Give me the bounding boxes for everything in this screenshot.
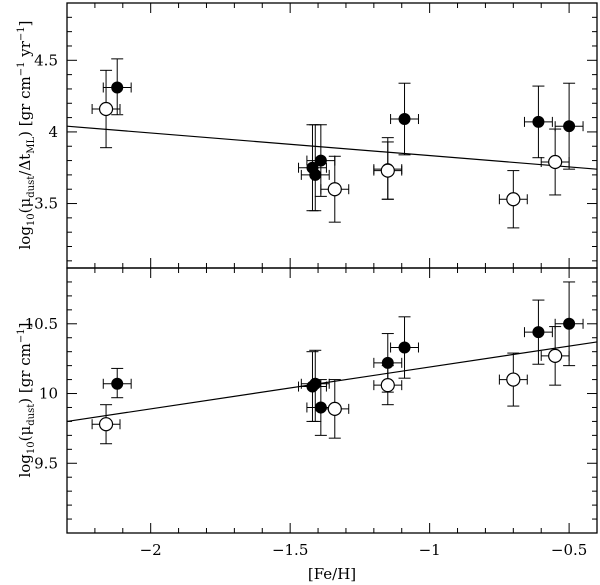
top-open-point [498,170,528,229]
top-y-tick-label: 3.5 [34,195,58,213]
top-filled-point [298,124,327,212]
bottom-fit-line [66,341,598,423]
bottom-panel-frame [66,267,598,534]
bottom-open-point [320,379,350,439]
open-marker [98,417,114,432]
filled-marker [398,341,411,354]
top-y-tick-label: 4.5 [34,51,58,69]
bottom-open-point [498,352,528,407]
bottom-y-tick-label: 10 [39,385,58,403]
bottom-panel: 9.5 10 10.5 −2 −1.5 −1 −0.5 log10(μdust) [gr c… [16,267,598,583]
bottom-y-tick-label: 9.5 [34,454,58,472]
filled-marker [111,81,124,94]
top-y-axis-label: log10(μdust/ΔtML) [gr cm−1 yr−1] [16,20,37,249]
bottom-open-point [91,404,121,445]
filled-marker [111,377,124,390]
top-filled-point [102,58,132,116]
bottom-filled-point [390,316,419,379]
open-marker [548,154,563,170]
open-marker [98,101,114,117]
x-tick-label: −0.5 [551,541,587,559]
filled-marker [532,326,545,339]
open-marker [327,401,342,416]
open-marker [327,182,342,197]
top-y-tick-label: 4 [48,123,58,141]
x-tick-label: −1 [419,541,441,559]
top-open-point [320,155,350,223]
bottom-filled-point [554,281,584,367]
bottom-y-tick-label: 10.5 [25,315,58,333]
x-axis-label: [Fe/H] [308,565,356,583]
top-open-point [373,141,403,200]
top-open-point [540,128,570,196]
filled-marker [398,113,411,126]
filled-marker [563,317,576,330]
top-filled-point [390,82,419,156]
top-panel: 3.5 4 4.5 log10(μdust/ΔtML) [gr cm−1 yr−1] [16,2,598,269]
filled-marker [314,154,327,167]
open-marker [380,163,395,178]
filled-marker [309,168,322,181]
top-filled-point [554,82,584,170]
filled-marker [563,120,576,133]
open-marker [506,372,521,387]
top-filled-point [523,85,553,159]
x-tick-label: −2 [140,541,162,559]
bottom-filled-point [523,299,553,365]
bottom-y-axis-label: log10(μdust) [gr cm−1] [16,322,37,477]
top-fit-line [66,125,598,170]
bottom-open-point [540,326,570,386]
bottom-filled-point [102,367,132,399]
bottom-open-point [373,365,403,406]
open-marker [380,378,395,393]
open-marker [506,192,521,207]
top-open-point [91,69,121,149]
filled-marker [532,115,545,128]
open-marker [548,348,563,363]
x-tick-label: −1.5 [272,541,308,559]
